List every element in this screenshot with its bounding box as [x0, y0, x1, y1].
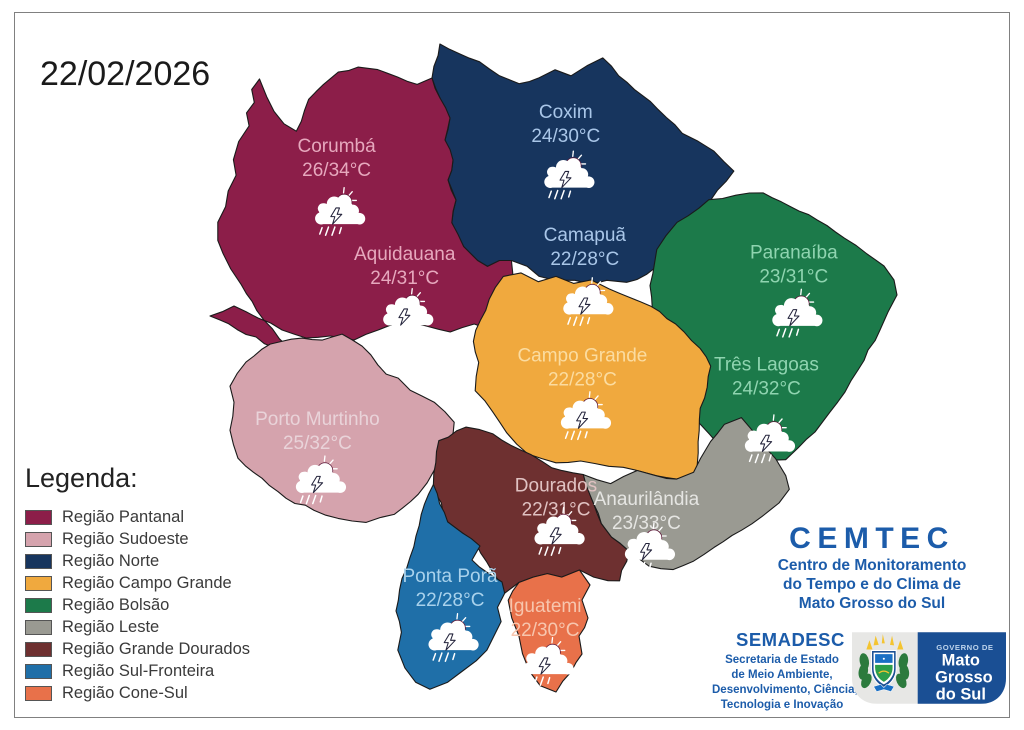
svg-text:Aquidauana: Aquidauana	[354, 244, 456, 265]
svg-text:24/30°C: 24/30°C	[531, 126, 600, 147]
svg-text:Paranaíba: Paranaíba	[750, 242, 838, 263]
svg-text:22/28°C: 22/28°C	[550, 249, 619, 270]
svg-text:Ponta Porã: Ponta Porã	[402, 566, 497, 587]
svg-text:26/34°C: 26/34°C	[302, 160, 371, 181]
svg-text:Anaurilândia: Anaurilândia	[594, 489, 700, 510]
svg-text:do Sul: do Sul	[936, 685, 986, 703]
svg-text:Coxim: Coxim	[539, 102, 593, 123]
svg-text:23/33°C: 23/33°C	[612, 513, 681, 534]
svg-text:22/28°C: 22/28°C	[416, 590, 485, 611]
svg-text:Camapuã: Camapuã	[544, 225, 627, 246]
svg-text:24/31°C: 24/31°C	[370, 268, 439, 289]
svg-text:22/28°C: 22/28°C	[548, 370, 617, 391]
svg-text:Mato: Mato	[942, 651, 980, 669]
svg-text:Grosso: Grosso	[935, 668, 992, 686]
svg-text:GOVERNO DE: GOVERNO DE	[936, 643, 993, 652]
svg-text:Dourados: Dourados	[515, 476, 597, 497]
svg-text:Iguatemi: Iguatemi	[509, 596, 582, 617]
svg-text:Campo Grande: Campo Grande	[517, 346, 647, 367]
svg-text:Corumbá: Corumbá	[298, 136, 377, 157]
svg-text:Porto Murtinho: Porto Murtinho	[255, 409, 380, 430]
svg-text:23/31°C: 23/31°C	[759, 266, 828, 287]
svg-text:25/32°C: 25/32°C	[283, 433, 352, 454]
svg-text:Três Lagoas: Três Lagoas	[714, 354, 819, 375]
svg-text:24/32°C: 24/32°C	[732, 378, 801, 399]
svg-text:22/30°C: 22/30°C	[511, 620, 580, 641]
